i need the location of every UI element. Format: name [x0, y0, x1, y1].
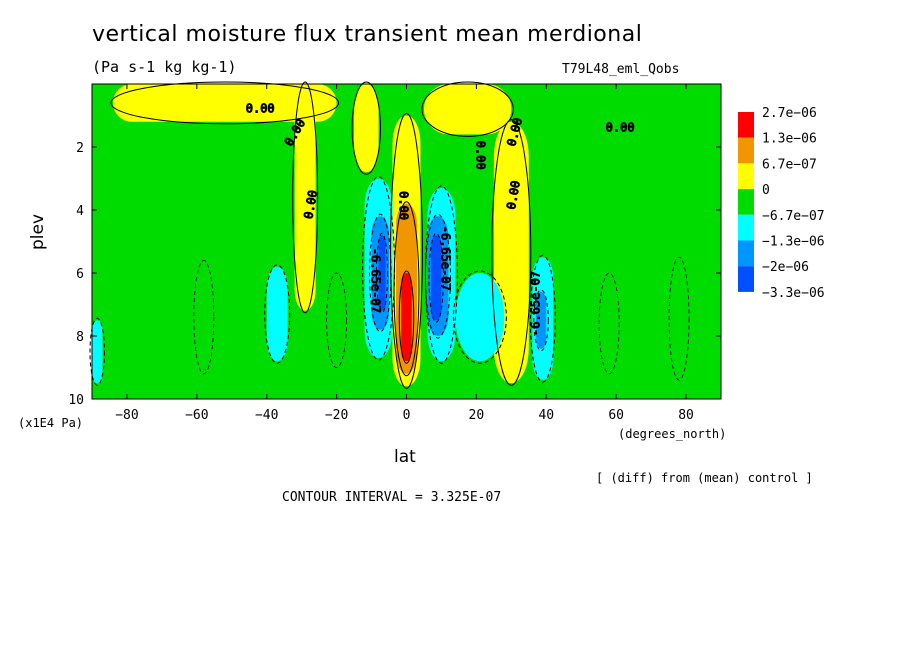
colorbar-swatch: [738, 266, 754, 292]
contour-line: [264, 264, 291, 364]
contour-line: [326, 272, 348, 368]
x-tick-label: 0: [403, 408, 411, 423]
contour-line: [369, 213, 392, 333]
contour-line: [452, 270, 507, 364]
colorbar-label: 2.7e−06: [762, 106, 817, 121]
contour-line: [598, 272, 620, 375]
x-tick-label: 20: [469, 408, 485, 423]
run-label: T79L48_eml_Qobs: [562, 62, 680, 77]
region-blue_mid: [535, 291, 547, 349]
contour-line: [110, 81, 340, 125]
colorbar-swatch: [738, 163, 754, 190]
chart-title: vertical moisture flux transient mean me…: [92, 22, 643, 47]
contour-line: [424, 185, 458, 364]
region-blue_dark: [430, 235, 442, 321]
x-axis-label: lat: [394, 447, 416, 467]
colorbar-label: 1.3e−06: [762, 132, 817, 147]
contour-line: [292, 81, 319, 314]
x-tick-label: 40: [538, 408, 554, 423]
contour-line: [89, 317, 105, 386]
contour-label: 0.00: [301, 189, 320, 220]
contour-line: [533, 289, 549, 352]
contour-line: [491, 119, 532, 386]
x-tick-label: −40: [255, 408, 278, 423]
y-tick-label: 10: [68, 393, 84, 408]
colorbar-label: −6.7e−07: [762, 209, 825, 224]
contour-interval: CONTOUR INTERVAL = 3.325E-07: [282, 490, 502, 505]
colorbar-label: −2e−06: [762, 260, 809, 275]
x-tick-label: −60: [185, 408, 208, 423]
contour-line: [393, 201, 420, 377]
diff-note: [ (diff) from (mean) control ]: [596, 471, 813, 485]
region-yellow: [354, 84, 379, 173]
contour-line: [193, 259, 215, 375]
region-cyan: [266, 266, 288, 362]
colorbar-swatch: [738, 189, 754, 215]
contour-line: [424, 213, 451, 339]
contour-line: [376, 232, 389, 314]
region-yellow: [294, 84, 316, 311]
x-axis-unit: (degrees_north): [618, 427, 727, 441]
colorbar-swatch: [738, 214, 754, 241]
x-tick-label: 60: [608, 408, 624, 423]
contour-line: [421, 81, 514, 137]
contour-label: 0.00: [397, 191, 411, 220]
region-red: [401, 273, 412, 362]
contour-line: [351, 81, 382, 175]
y-axis-label: plev: [28, 213, 48, 250]
colorbar-label: −3.3e−06: [762, 286, 825, 301]
y-tick-label: 4: [76, 204, 84, 219]
contour-label: 0.00: [473, 141, 487, 170]
colorbar-swatch: [738, 240, 754, 267]
contour-line: [362, 176, 396, 361]
contour-line: [529, 254, 556, 383]
contour-label: -6.65e-07: [369, 248, 383, 313]
contour-label: -6.65e-07: [528, 271, 542, 336]
y-axis-unit: (x1E4 Pa): [18, 416, 84, 430]
contour-line: [428, 232, 444, 323]
y-tick-label: 2: [76, 141, 84, 156]
x-tick-label: −80: [115, 408, 138, 423]
contour-label: 0.00: [246, 101, 275, 115]
x-tick-label: 80: [678, 408, 694, 423]
colorbar-label: 0: [762, 183, 770, 198]
contour-line: [390, 113, 423, 389]
colorbar-swatch: [738, 137, 754, 164]
region-cyan: [455, 273, 505, 362]
region-yellow: [423, 84, 512, 135]
region-blue_dark: [378, 235, 386, 311]
contour-label: 0.00: [606, 120, 635, 134]
contour-label: 0.00: [504, 180, 523, 211]
colorbar-swatch: [738, 112, 754, 138]
region-cyan: [92, 320, 103, 384]
chart-units: (Pa s-1 kg kg-1): [92, 58, 237, 76]
y-tick-label: 8: [76, 330, 84, 345]
contour-line: [668, 256, 690, 381]
contour-label: -6.65e-07: [438, 226, 452, 291]
colorbar-label: −1.3e−06: [762, 235, 825, 250]
contour-line: [398, 270, 415, 364]
colorbar-label: 6.7e−07: [762, 157, 817, 172]
x-tick-label: −20: [325, 408, 348, 423]
y-tick-label: 6: [76, 267, 84, 282]
region-yellow: [112, 84, 337, 122]
